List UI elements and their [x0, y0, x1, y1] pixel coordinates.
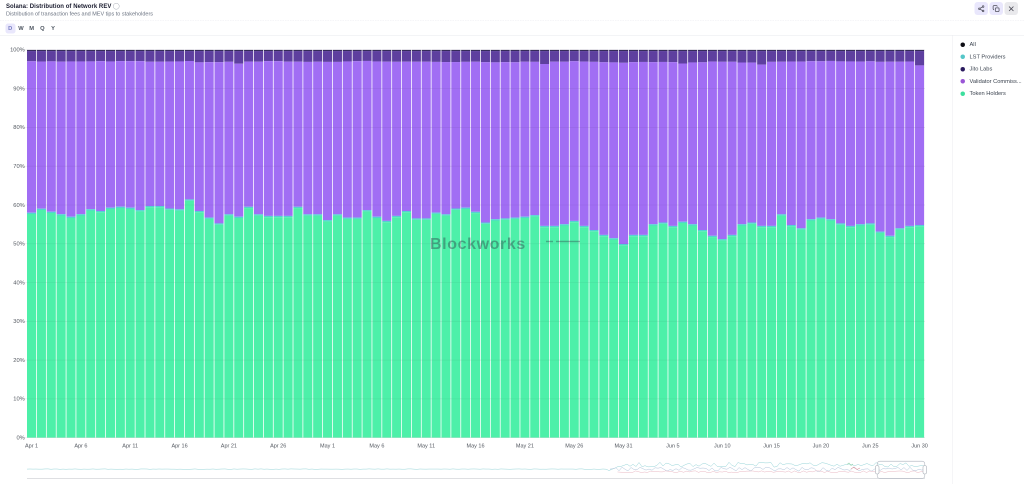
svg-text:May 31: May 31: [615, 444, 633, 450]
svg-text:Apr 11: Apr 11: [122, 444, 138, 450]
svg-text:50%: 50%: [13, 242, 25, 248]
svg-text:40%: 40%: [13, 280, 25, 286]
svg-text:Apr 21: Apr 21: [221, 444, 237, 450]
svg-text:Blockworks: Blockworks: [430, 236, 526, 253]
svg-text:Jun 5: Jun 5: [666, 444, 679, 450]
svg-text:90%: 90%: [13, 86, 25, 92]
svg-text:Apr 26: Apr 26: [270, 444, 286, 450]
svg-text:Jun 15: Jun 15: [763, 444, 780, 450]
svg-text:0%: 0%: [16, 435, 24, 441]
svg-text:Jun 20: Jun 20: [813, 444, 830, 450]
svg-text:May 6: May 6: [369, 444, 384, 450]
svg-text:20%: 20%: [13, 358, 25, 364]
svg-text:Apr 1: Apr 1: [25, 444, 38, 450]
svg-text:May 16: May 16: [467, 444, 485, 450]
svg-text:May 1: May 1: [320, 444, 335, 450]
svg-text:May 21: May 21: [516, 444, 534, 450]
svg-text:Apr 16: Apr 16: [171, 444, 187, 450]
svg-text:May 26: May 26: [565, 444, 583, 450]
svg-text:70%: 70%: [13, 164, 25, 170]
svg-text:Jun 30: Jun 30: [911, 444, 928, 450]
svg-text:60%: 60%: [13, 203, 25, 209]
svg-text:30%: 30%: [13, 319, 25, 325]
svg-text:Apr 6: Apr 6: [74, 444, 87, 450]
svg-text:May 11: May 11: [417, 444, 435, 450]
svg-text:100%: 100%: [10, 48, 25, 54]
svg-text:80%: 80%: [13, 125, 25, 131]
svg-text:Jun 25: Jun 25: [862, 444, 879, 450]
svg-text:10%: 10%: [13, 397, 25, 403]
svg-text:Jun 10: Jun 10: [714, 444, 731, 450]
